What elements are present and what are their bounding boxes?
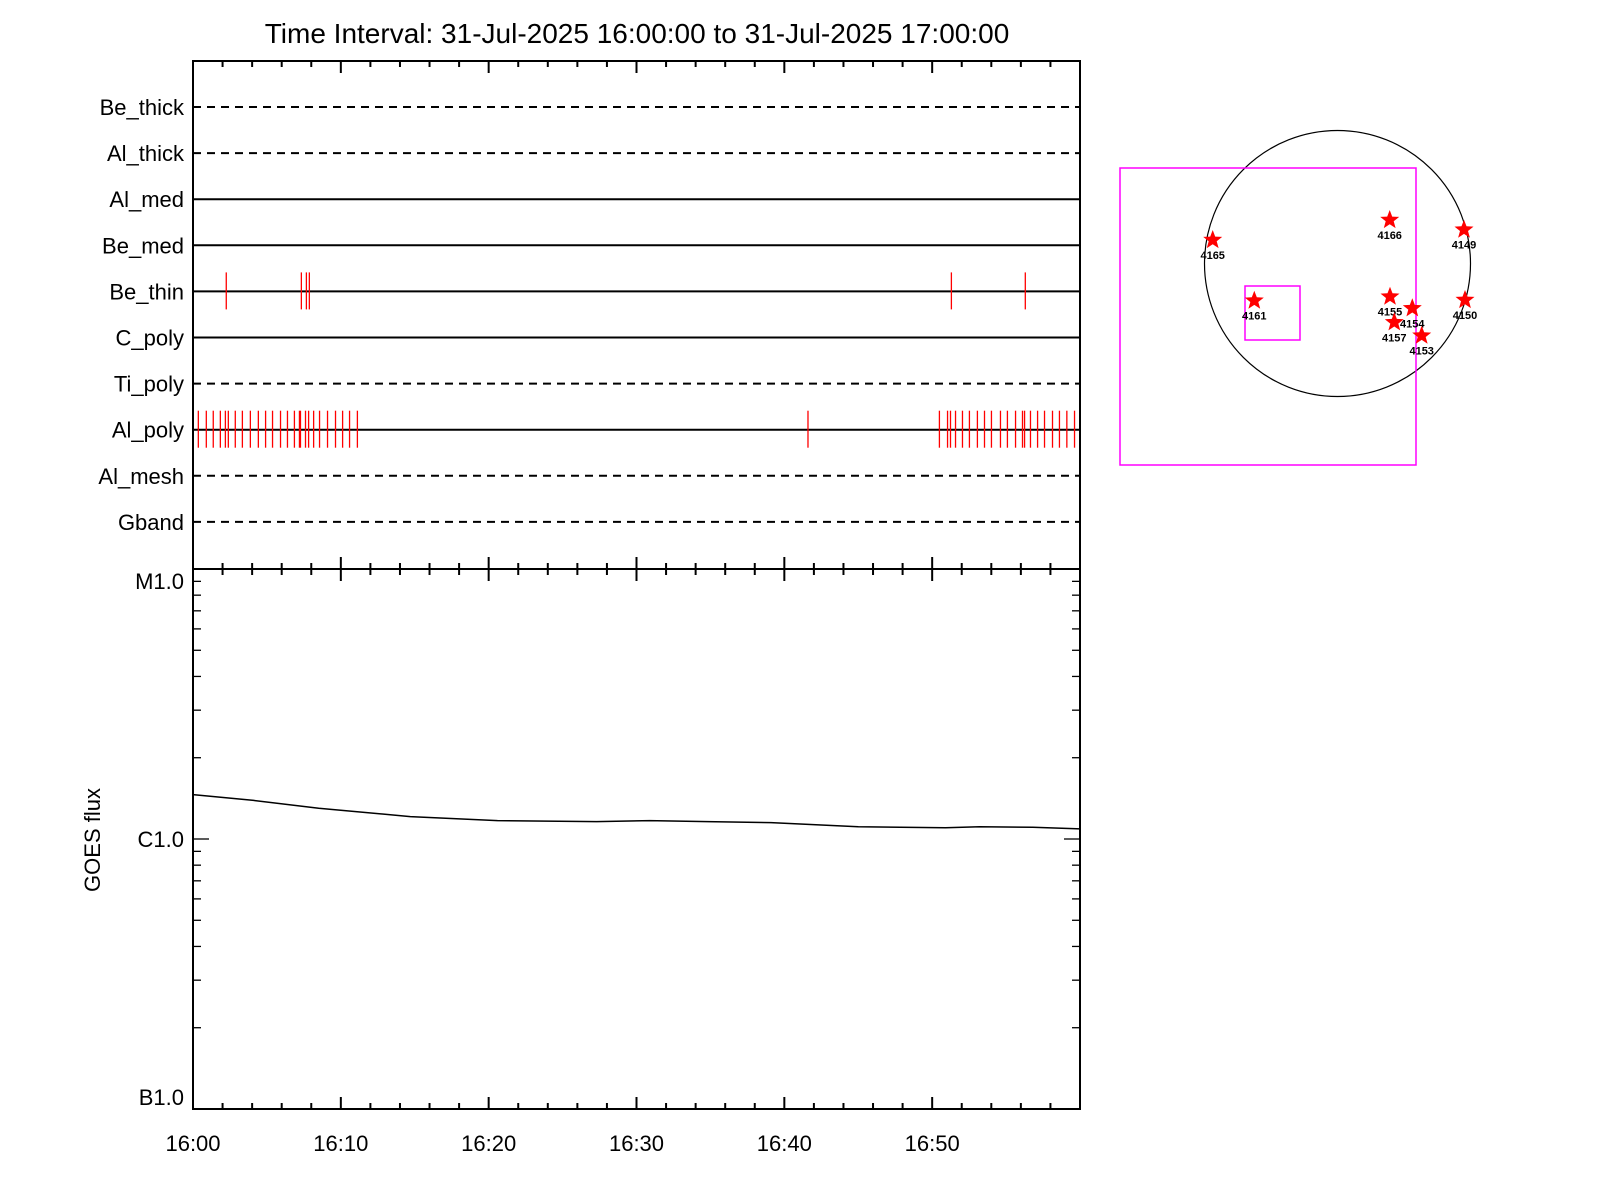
active-region-star-icon [1244,290,1264,309]
filter-label: Al_mesh [98,464,184,489]
filter-label: Al_poly [112,418,184,443]
active-region-star-icon [1402,298,1422,317]
active-region-label: 4165 [1200,250,1224,262]
filter-label: Be_thin [109,279,184,304]
y-tick-label: M1.0 [135,569,184,594]
x-tick-label: 16:20 [461,1131,516,1156]
goes-flux-panel: M1.0 C1.0 B1.0 [135,568,1081,1110]
chart-title: Time Interval: 31-Jul-2025 16:00:00 to 3… [265,18,1010,49]
target-box [1244,285,1301,341]
filter-label: Ti_poly [114,372,184,397]
x-tick-label: 16:00 [165,1131,220,1156]
active-region-star-icon [1384,312,1404,331]
active-region-label: 4149 [1452,240,1476,252]
active-region-star-icon [1412,325,1432,344]
active-region-label: 4166 [1377,230,1401,242]
active-region-label: 4155 [1378,307,1402,319]
active-region-label: 4157 [1382,332,1406,344]
filter-label: Al_thick [107,141,185,166]
solar-limb [1203,129,1472,398]
active-region-star-icon [1203,230,1223,249]
filter-label: Be_thick [100,95,185,120]
active-region-label: 4161 [1242,311,1266,323]
x-tick-label: 16:10 [313,1131,368,1156]
filter-label: Al_med [109,187,184,212]
field-of-view-box [1119,167,1417,466]
filter-label: Gband [118,510,184,535]
filter-timeline-panel: Be_thick Al_thick Al_med Be_med Be_thin C_pol… [98,60,1081,1156]
x-tick-label: 16:50 [905,1131,960,1156]
x-tick-label: 16:40 [757,1131,812,1156]
active-region-star-icon [1454,219,1474,238]
active-region-star-icon [1455,290,1475,309]
y-tick-label: C1.0 [138,827,184,852]
active-region-star-icon [1380,286,1400,305]
x-tick-label: 16:30 [609,1131,664,1156]
y-axis-label: GOES flux [80,788,105,892]
filter-label: Be_med [102,233,184,258]
goes-flux-line [192,793,1081,830]
active-region-star-icon [1380,210,1400,229]
y-tick-label: B1.0 [139,1085,184,1110]
active-region-label: 4153 [1409,346,1433,358]
active-region-label: 4154 [1400,318,1425,330]
filter-label: C_poly [116,326,184,351]
active-region-label: 4150 [1453,310,1477,322]
